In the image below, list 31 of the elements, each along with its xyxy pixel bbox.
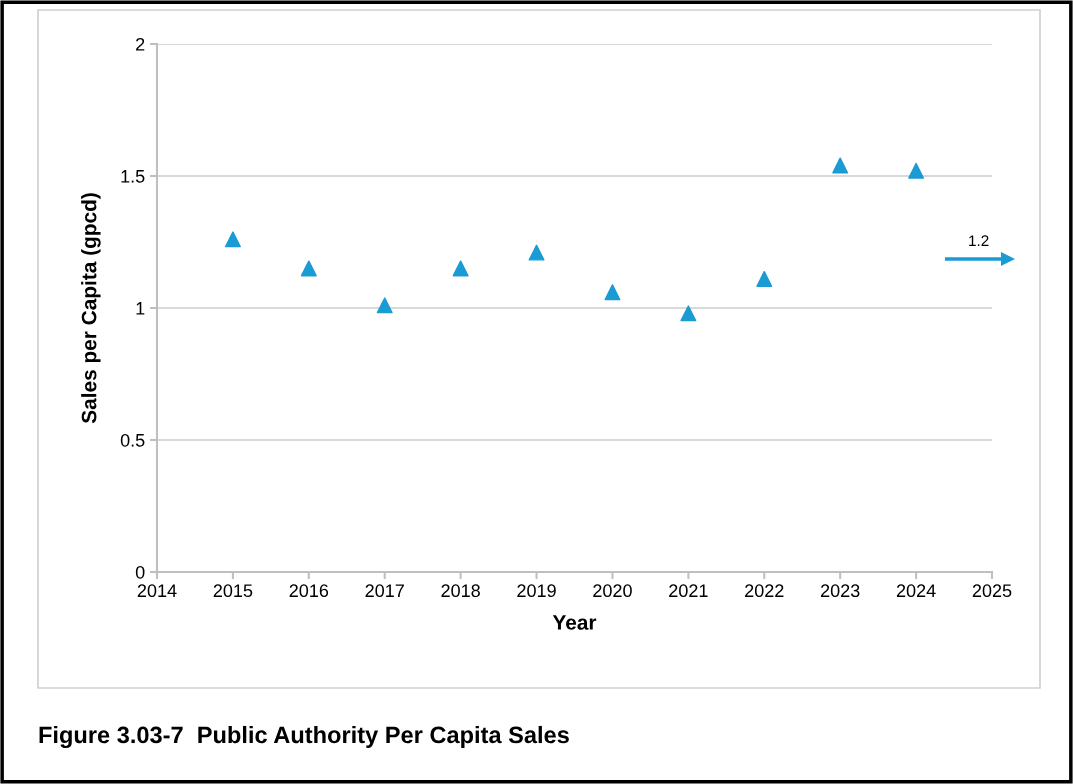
point bbox=[452, 260, 469, 277]
point bbox=[832, 157, 849, 174]
x-tick-label: 2025 bbox=[972, 584, 1012, 598]
y-tick-label: 2 bbox=[136, 37, 145, 51]
y-axis-title: Sales per Capita (gpcd) bbox=[81, 193, 101, 424]
x-tick-label: 2024 bbox=[896, 584, 936, 598]
x-tick-label: 2016 bbox=[289, 584, 329, 598]
x-tick-label: 2014 bbox=[137, 584, 177, 598]
x-tick-label: 2020 bbox=[593, 584, 632, 598]
x-tick-label: 2015 bbox=[213, 584, 253, 598]
y-tick-label: 1 bbox=[136, 302, 145, 315]
text: Figure 3.03-7 Public Authority Per Capita Sales bbox=[39, 725, 569, 749]
x-tick-label: 2021 bbox=[669, 584, 708, 598]
point bbox=[680, 305, 697, 322]
point bbox=[224, 231, 241, 248]
x-tick-label: 2022 bbox=[745, 584, 784, 598]
x-tick-label: 2018 bbox=[441, 584, 480, 598]
point bbox=[376, 297, 393, 314]
y-tick-label: 1.5 bbox=[121, 170, 145, 183]
y-tick-label: 0 bbox=[135, 565, 145, 579]
x-tick-label: 2017 bbox=[365, 584, 404, 598]
point bbox=[528, 244, 545, 261]
point bbox=[604, 284, 621, 301]
x-tick-label: 2023 bbox=[821, 584, 860, 598]
x-axis-title: Year bbox=[552, 615, 597, 630]
annotation: 1.2 bbox=[969, 235, 989, 246]
y-tick-label: 0.5 bbox=[120, 433, 145, 447]
point bbox=[908, 162, 925, 179]
point bbox=[300, 260, 317, 277]
x-tick-label: 2019 bbox=[517, 584, 556, 598]
point bbox=[756, 270, 773, 287]
